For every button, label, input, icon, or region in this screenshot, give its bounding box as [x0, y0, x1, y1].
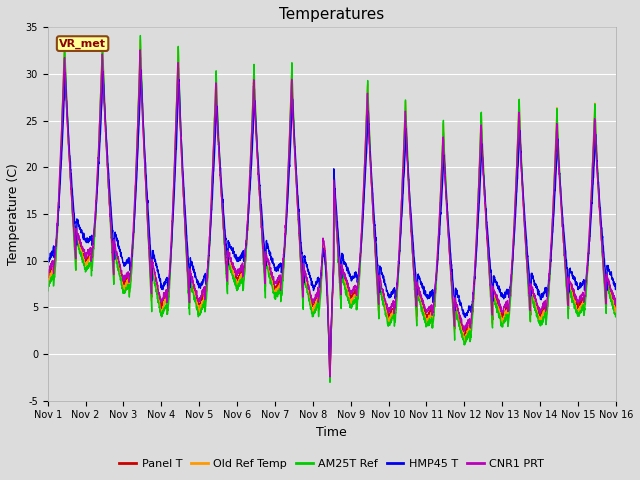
- CNR1 PRT: [44, 273, 52, 279]
- Line: Old Ref Temp: Old Ref Temp: [48, 40, 616, 380]
- HMP45 T: [612, 287, 620, 292]
- AM25T Ref: [601, 296, 609, 301]
- AM25T Ref: [143, 194, 150, 200]
- Panel T: [540, 306, 548, 312]
- Old Ref Temp: [612, 309, 620, 314]
- Line: HMP45 T: HMP45 T: [48, 70, 616, 371]
- HMP45 T: [109, 228, 116, 234]
- HMP45 T: [143, 180, 150, 186]
- CNR1 PRT: [143, 194, 150, 200]
- AM25T Ref: [612, 314, 620, 320]
- CNR1 PRT: [109, 249, 116, 255]
- CNR1 PRT: [136, 47, 144, 53]
- Old Ref Temp: [540, 310, 548, 315]
- Old Ref Temp: [136, 37, 144, 43]
- X-axis label: Time: Time: [316, 426, 347, 439]
- Old Ref Temp: [44, 281, 52, 287]
- CNR1 PRT: [262, 254, 269, 260]
- Panel T: [44, 278, 52, 284]
- Old Ref Temp: [287, 108, 294, 114]
- AM25T Ref: [326, 380, 334, 385]
- CNR1 PRT: [287, 112, 294, 118]
- Panel T: [61, 54, 68, 60]
- Panel T: [262, 250, 269, 256]
- CNR1 PRT: [540, 302, 548, 308]
- Old Ref Temp: [262, 257, 269, 263]
- HMP45 T: [326, 368, 333, 374]
- Panel T: [109, 254, 116, 260]
- CNR1 PRT: [612, 300, 620, 306]
- HMP45 T: [540, 289, 548, 295]
- HMP45 T: [44, 256, 52, 262]
- AM25T Ref: [44, 285, 52, 291]
- AM25T Ref: [287, 109, 294, 115]
- CNR1 PRT: [326, 374, 334, 380]
- HMP45 T: [262, 262, 269, 267]
- HMP45 T: [601, 265, 609, 271]
- Panel T: [287, 125, 294, 131]
- AM25T Ref: [136, 33, 144, 38]
- Old Ref Temp: [143, 195, 150, 201]
- AM25T Ref: [109, 259, 116, 265]
- Line: CNR1 PRT: CNR1 PRT: [48, 50, 616, 377]
- Panel T: [326, 375, 334, 381]
- Text: VR_met: VR_met: [59, 38, 106, 49]
- AM25T Ref: [540, 315, 548, 321]
- Panel T: [612, 307, 620, 312]
- HMP45 T: [287, 144, 294, 150]
- Line: AM25T Ref: AM25T Ref: [48, 36, 616, 383]
- Panel T: [601, 288, 609, 294]
- Panel T: [143, 195, 150, 201]
- Legend: Panel T, Old Ref Temp, AM25T Ref, HMP45 T, CNR1 PRT: Panel T, Old Ref Temp, AM25T Ref, HMP45 …: [115, 455, 548, 474]
- Old Ref Temp: [601, 289, 609, 295]
- CNR1 PRT: [601, 284, 609, 290]
- Line: Panel T: Panel T: [48, 57, 616, 378]
- Y-axis label: Temperature (C): Temperature (C): [7, 163, 20, 265]
- Old Ref Temp: [326, 377, 334, 383]
- AM25T Ref: [262, 260, 269, 266]
- Old Ref Temp: [109, 257, 116, 263]
- HMP45 T: [137, 67, 145, 73]
- Title: Temperatures: Temperatures: [279, 7, 385, 22]
